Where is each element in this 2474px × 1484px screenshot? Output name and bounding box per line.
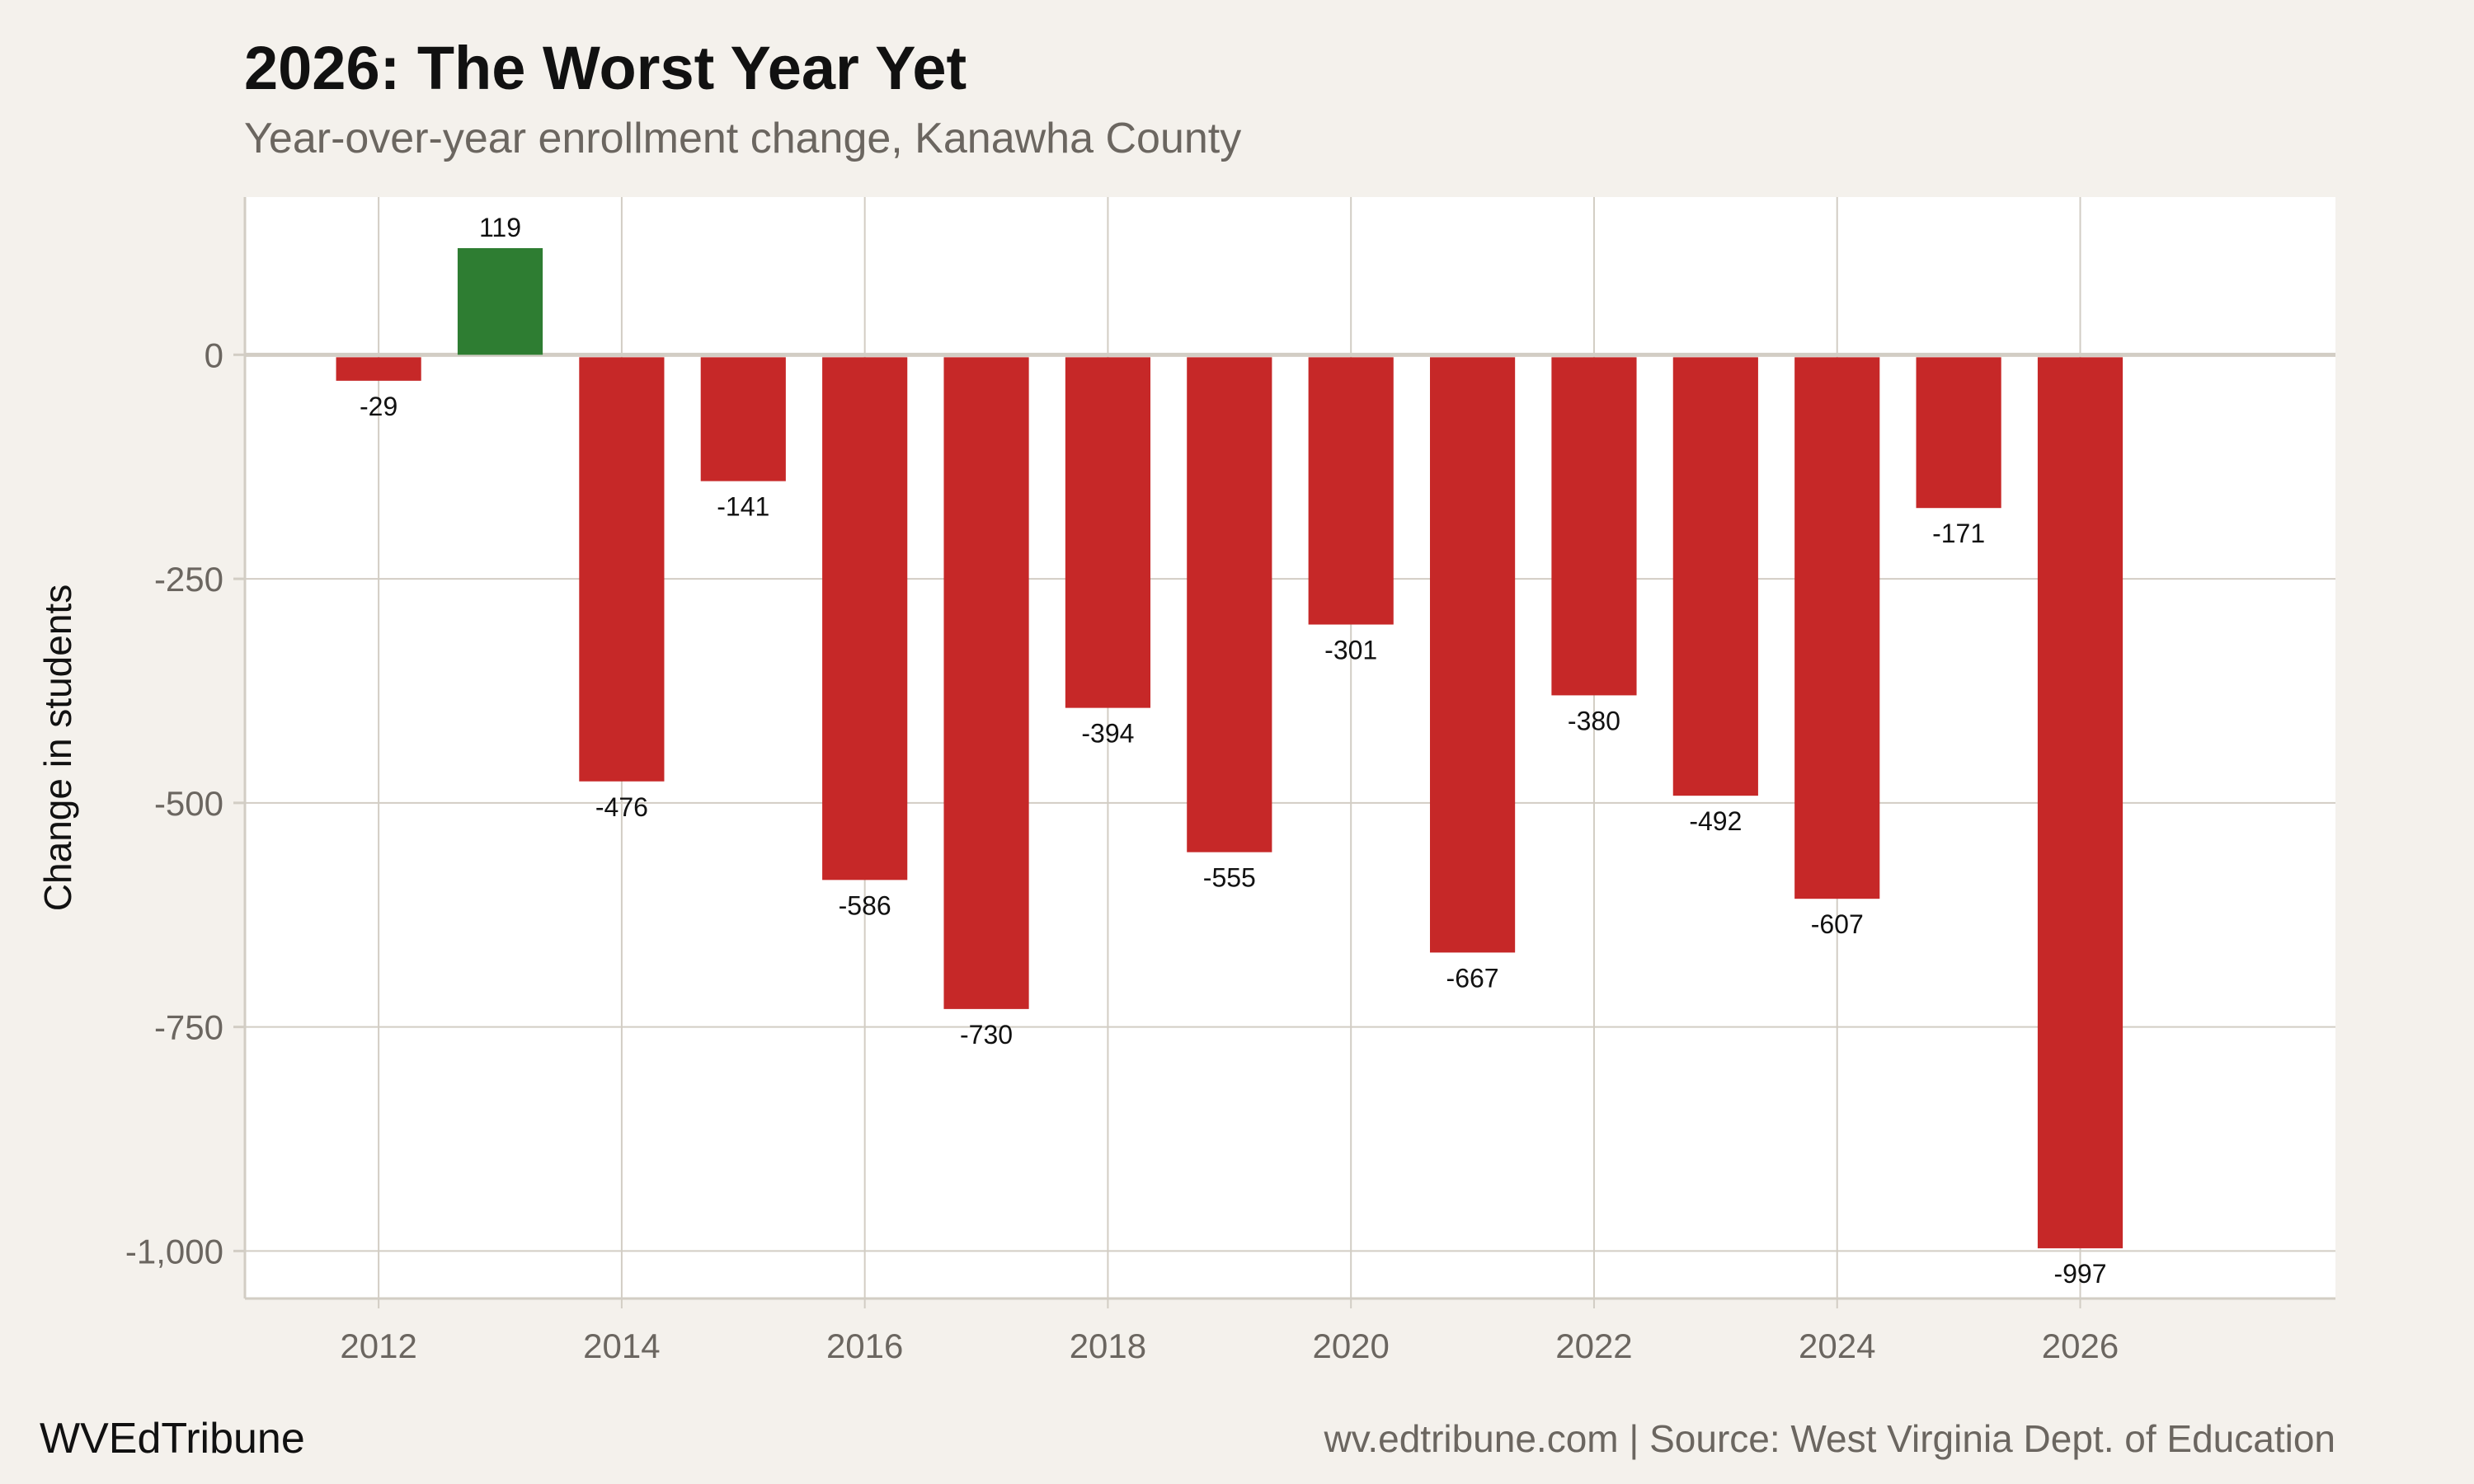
x-tick-label: 2024 [1799,1327,1875,1365]
bar-2012 [336,357,421,381]
data-label-2023: -492 [1689,806,1742,836]
bar-2017 [943,357,1029,1009]
y-axis-title: Change in students [36,585,79,911]
data-label-2016: -586 [839,890,891,920]
bar-2013 [457,247,543,355]
data-label-2019: -555 [1203,863,1256,893]
chart-subtitle: Year-over-year enrollment change, Kanawh… [244,115,1242,162]
source-note: wv.edtribune.com | Source: West Virginia… [1324,1417,2335,1460]
data-label-2014: -476 [595,792,648,822]
plot-panel [245,197,2335,1298]
brand-label: WVEdTribune [40,1415,305,1463]
chart-title: 2026: The Worst Year Yet [244,34,967,102]
bar-2024 [1794,357,1880,899]
data-label-2026: -997 [2053,1259,2106,1289]
bar-2023 [1672,357,1758,796]
data-label-2021: -667 [1446,963,1499,993]
y-tick-label: -750 [154,1008,223,1047]
bar-2018 [1065,357,1151,708]
y-tick-label: 0 [205,336,223,374]
x-tick-label: 2020 [1312,1327,1389,1365]
x-tick-label: 2016 [826,1327,903,1365]
data-label-2024: -607 [1811,909,1864,939]
bar-2016 [822,357,908,881]
bar-2020 [1308,357,1394,625]
data-label-2025: -171 [1932,519,1985,548]
x-tick-label: 2012 [340,1327,416,1365]
data-label-2015: -141 [717,492,769,522]
data-label-2018: -394 [1081,719,1134,749]
bar-2014 [579,357,665,782]
y-tick-label: -250 [154,560,223,599]
bar-2015 [700,357,786,481]
bar-2019 [1187,357,1272,852]
data-label-2012: -29 [360,392,397,421]
bar-2025 [1916,357,2001,509]
y-tick-label: -500 [154,784,223,823]
x-tick-label: 2018 [1070,1327,1146,1365]
data-label-2022: -380 [1568,706,1620,735]
x-tick-label: 2026 [2042,1327,2119,1365]
x-tick-label: 2014 [583,1327,660,1365]
data-label-2020: -301 [1324,636,1377,665]
bar-2022 [1551,357,1637,696]
bar-2021 [1429,357,1516,953]
data-label-2017: -730 [960,1020,1013,1050]
x-tick-label: 2022 [1555,1327,1632,1365]
data-label-2013: 119 [479,213,521,242]
bar-2026 [2037,357,2124,1249]
y-tick-label: -1,000 [125,1232,223,1270]
